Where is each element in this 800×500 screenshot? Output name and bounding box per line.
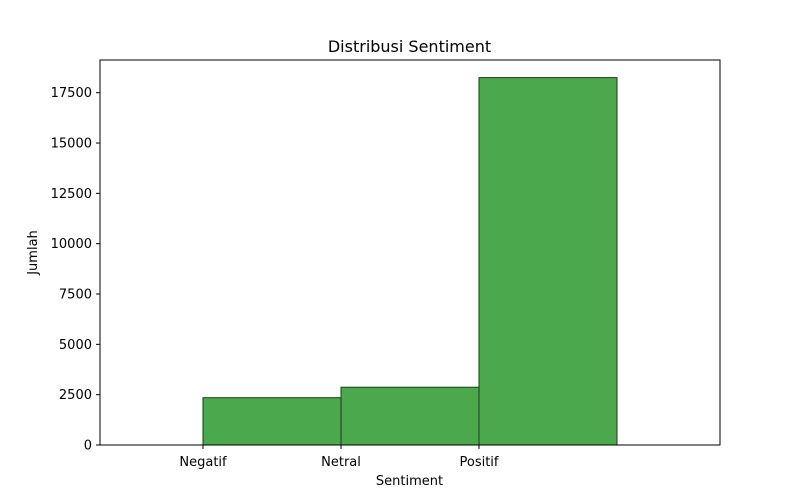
y-tick-label: 0 <box>84 439 92 454</box>
bars-group <box>202 77 618 446</box>
y-tick-label: 12500 <box>51 187 92 202</box>
y-tick-label: 10000 <box>51 237 92 252</box>
x-axis-title: Sentiment <box>376 474 443 489</box>
bar-netral <box>340 386 480 446</box>
x-tick-label: Negatif <box>179 455 227 470</box>
x-axis-ticks: Negatif Netral Positif <box>179 445 499 470</box>
y-tick-label: 2500 <box>59 388 92 403</box>
bar-negatif <box>202 397 342 446</box>
chart-title: Distribusi Sentiment <box>328 37 491 56</box>
y-axis-ticks: 0 2500 5000 7500 10000 12500 15000 17500 <box>51 86 100 454</box>
y-tick-label: 5000 <box>59 338 92 353</box>
x-tick-label: Netral <box>321 455 361 470</box>
plot-frame <box>99 59 721 446</box>
bar-positif <box>478 77 618 446</box>
y-tick-label: 17500 <box>51 86 92 101</box>
x-tick-label: Positif <box>460 455 499 470</box>
y-tick-label: 7500 <box>59 288 92 303</box>
y-axis-title: Jumlah <box>26 230 41 276</box>
y-tick-label: 15000 <box>51 137 92 152</box>
